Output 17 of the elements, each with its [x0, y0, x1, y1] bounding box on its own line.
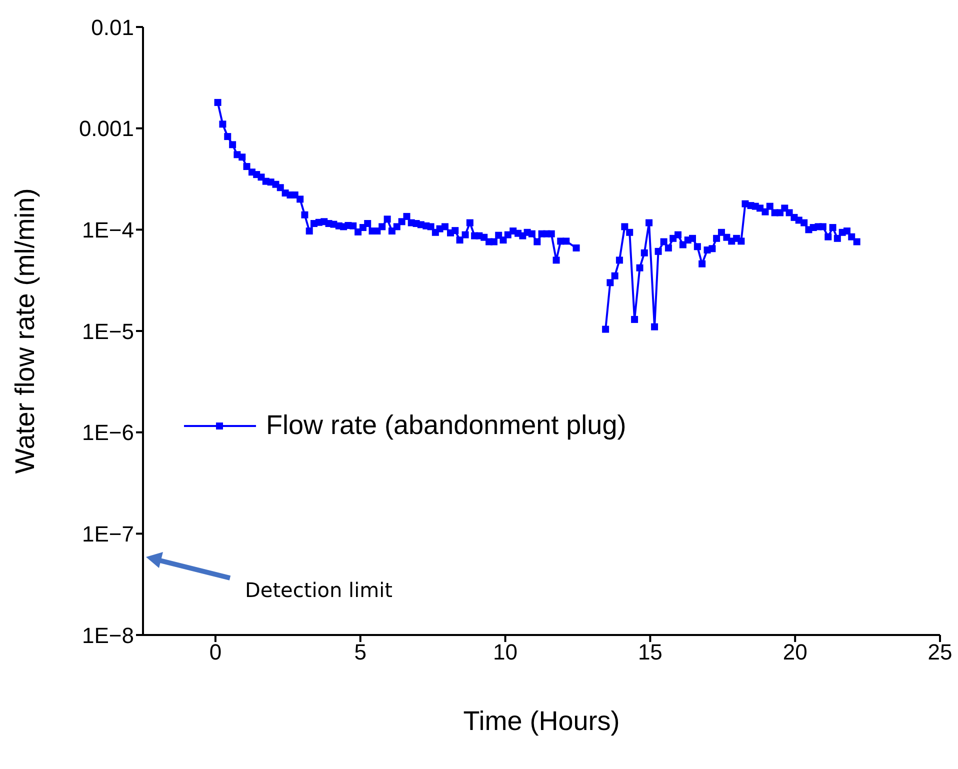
x-tick-label: 0	[209, 640, 222, 665]
x-tick-label: 5	[354, 640, 366, 665]
x-axis-title: Time (Hours)	[463, 706, 620, 736]
x-tick-label: 15	[638, 640, 662, 665]
y-tick-label: 1E−4	[82, 217, 134, 242]
y-tick-label: 1E−8	[82, 622, 134, 648]
y-tick-label: 0.001	[78, 116, 134, 142]
y-tick-label: 1E−6	[82, 420, 134, 446]
y-axis-title: Water flow rate (ml/min)	[10, 188, 40, 474]
annotation: Detection limit	[245, 578, 393, 602]
x-tick-label: 25	[928, 640, 952, 665]
y-tick-label: 1E−5	[82, 318, 134, 344]
y-tick-label: 1E−7	[82, 521, 134, 546]
x-tick-label: 20	[782, 640, 808, 665]
x-tick-label: 10	[493, 640, 518, 665]
y-tick-label: 0.01	[91, 14, 134, 40]
legend-label: Flow rate (abandonment plug)	[266, 410, 626, 441]
